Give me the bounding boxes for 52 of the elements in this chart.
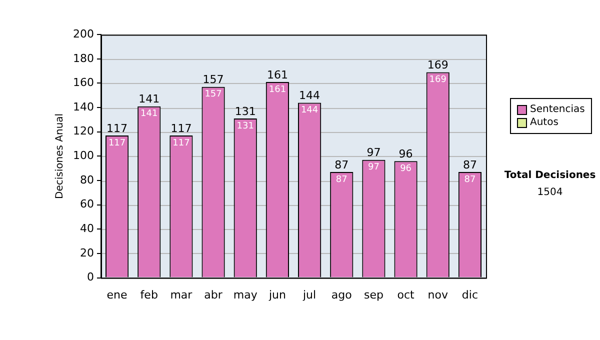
x-tick-label: ene — [106, 288, 128, 302]
y-tick-label: 40 — [80, 222, 94, 236]
x-tick-label: abr — [204, 288, 223, 302]
data-label: 97 — [368, 162, 380, 173]
y-tick-label: 100 — [72, 149, 94, 162]
data-label: 161 — [268, 84, 286, 95]
total-label: 157 — [202, 73, 224, 86]
data-label: 169 — [429, 75, 447, 86]
data-label: 141 — [140, 109, 158, 120]
y-tick-label: 120 — [72, 124, 94, 138]
data-label: 144 — [300, 106, 318, 116]
data-label: 87 — [464, 174, 476, 185]
y-tick-label: 60 — [80, 198, 94, 211]
legend-label: Sentencias — [530, 103, 585, 116]
x-tick-label: nov — [428, 288, 448, 302]
total-label: 96 — [398, 147, 413, 160]
total-label: 87 — [334, 158, 349, 172]
x-tick-label: oct — [397, 288, 416, 302]
y-tick-label: 80 — [80, 173, 94, 186]
x-tick-label: ago — [331, 288, 352, 302]
x-tick-label: jun — [268, 288, 286, 302]
total-label: 161 — [266, 68, 288, 82]
total-label: 169 — [427, 58, 448, 72]
total-label: 144 — [299, 89, 320, 102]
total-label: 117 — [170, 122, 192, 135]
x-tick-label: dic — [462, 288, 478, 302]
x-tick-label: feb — [140, 288, 158, 302]
x-tick-label: may — [233, 288, 258, 302]
total-label: 131 — [234, 104, 256, 118]
data-label: 157 — [204, 90, 222, 100]
x-tick-label: sep — [364, 288, 384, 302]
data-label: 117 — [108, 138, 126, 148]
y-axis-title: Decisiones Anual — [54, 113, 66, 199]
data-label: 117 — [172, 138, 190, 148]
data-label: 131 — [236, 121, 254, 132]
x-tick-label: jul — [302, 288, 316, 302]
total-label: 97 — [366, 146, 381, 160]
y-tick-label: 160 — [72, 76, 94, 90]
y-tick-label: 20 — [80, 246, 94, 260]
y-tick-label: 180 — [72, 52, 94, 65]
text: Total Decisiones — [503, 170, 597, 181]
x-tick-label: mar — [170, 288, 193, 302]
y-tick-label: 140 — [72, 100, 94, 114]
data-label: 96 — [400, 164, 412, 174]
total-label: 87 — [462, 158, 477, 172]
y-tick-label: 0 — [86, 270, 94, 284]
y-tick-label: 200 — [72, 27, 94, 40]
total-label: 141 — [138, 92, 160, 106]
total-label: 117 — [106, 122, 128, 135]
data-label: 87 — [336, 174, 348, 185]
legend-label: Autos — [530, 116, 558, 129]
text: 1504 — [536, 187, 564, 198]
